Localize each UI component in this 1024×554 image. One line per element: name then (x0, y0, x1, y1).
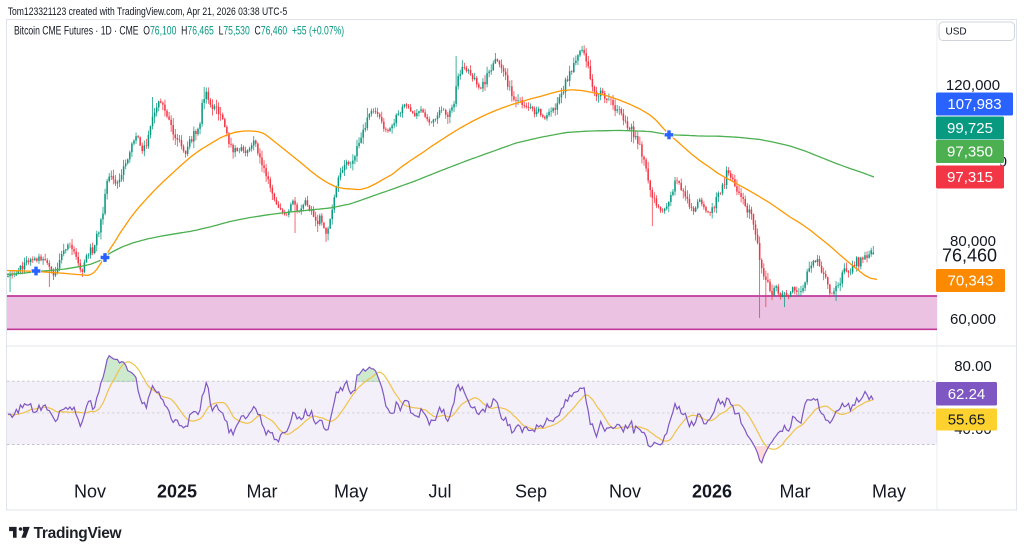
svg-text:120,000: 120,000 (946, 77, 1000, 94)
svg-text:80.00: 80.00 (954, 358, 992, 375)
svg-text:Jul: Jul (428, 482, 451, 502)
svg-text:Mar: Mar (247, 482, 278, 502)
svg-text:May: May (334, 482, 368, 502)
svg-text:76,460: 76,460 (942, 245, 997, 265)
svg-text:80,000: 80,000 (950, 233, 996, 250)
svg-text:99,725: 99,725 (947, 120, 993, 137)
svg-text:May: May (872, 482, 906, 502)
svg-text:2026: 2026 (692, 482, 732, 502)
svg-text:107,983: 107,983 (947, 96, 1001, 113)
svg-text:Bitcoin CME Futures · 1D · CME: Bitcoin CME Futures · 1D · CME O76,100 H… (14, 25, 344, 37)
svg-text:Sep: Sep (515, 482, 547, 502)
svg-text:62.24: 62.24 (948, 386, 986, 403)
svg-text:Tom123321123 created with Trad: Tom123321123 created with TradingView.co… (8, 6, 288, 18)
svg-text:Mar: Mar (780, 482, 811, 502)
svg-text:2025: 2025 (157, 482, 197, 502)
svg-text:55.65: 55.65 (948, 412, 986, 429)
svg-text:TradingView: TradingView (34, 525, 123, 542)
svg-text:Nov: Nov (609, 482, 641, 502)
svg-text:70,343: 70,343 (948, 273, 994, 290)
svg-text:97,315: 97,315 (947, 169, 993, 186)
svg-text:USD: USD (946, 27, 967, 38)
svg-text:Nov: Nov (74, 482, 106, 502)
svg-text:97,350: 97,350 (947, 144, 993, 161)
svg-text:60,000: 60,000 (950, 311, 996, 328)
